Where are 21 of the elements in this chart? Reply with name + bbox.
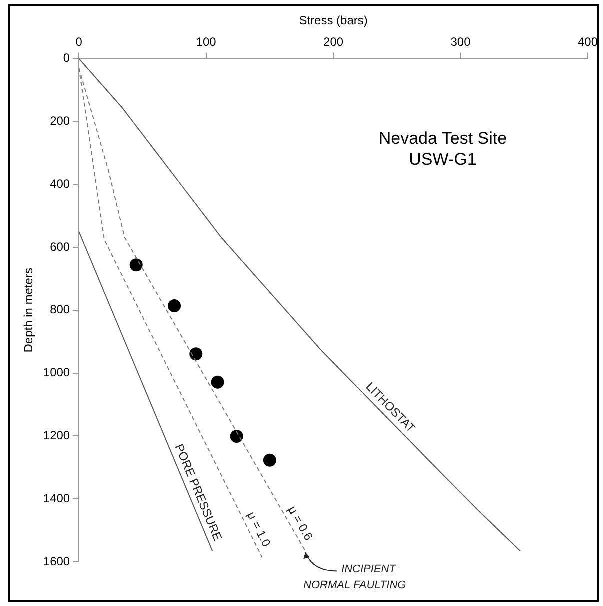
annotation: USW-G1 (409, 150, 477, 169)
y-axis-title: Depth in meters (22, 268, 36, 353)
y-tick-label: 400 (50, 176, 70, 191)
y-tick-label: 1600 (43, 554, 70, 568)
y-tick-label: 800 (50, 302, 70, 317)
y-tick-label: 1200 (43, 428, 70, 443)
x-tick-label: 400 (578, 34, 598, 49)
x-axis-title: Stress (bars) (299, 14, 368, 28)
x-tick-label: 200 (324, 34, 344, 49)
annotation: Nevada Test Site (378, 129, 508, 148)
y-tick-label: 600 (50, 240, 70, 254)
text: μ = 0.6 (285, 504, 316, 544)
x-tick-label: 100 (196, 34, 217, 49)
x-tick-label: 0 (76, 34, 83, 49)
y-tick-label: 0 (63, 51, 70, 66)
text: μ = 1.0 (244, 510, 274, 550)
x-tick-label: 300 (450, 34, 472, 49)
annotation: INCIPIENT NORMAL FAULTING (304, 563, 407, 592)
y-tick-label: 200 (50, 114, 70, 128)
y-tick-label: 1000 (43, 366, 70, 380)
y-tick-label: 1400 (43, 491, 70, 506)
